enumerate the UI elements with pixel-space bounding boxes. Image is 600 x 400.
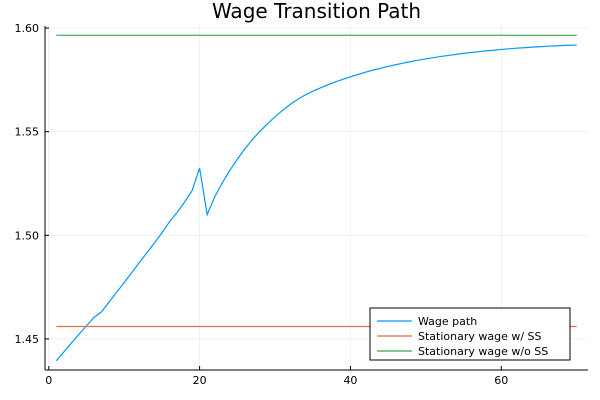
- axes: [44, 26, 588, 371]
- series-line-1: [55, 44, 577, 362]
- y-tick-label: 1.50: [15, 229, 40, 242]
- legend-label-2: Stationary wage w/ SS: [418, 330, 542, 343]
- x-tick-label: 20: [193, 374, 207, 387]
- tick-labels: 0 20 40 60 1.45 1.50 1.55 1.60: [15, 22, 509, 387]
- x-tick-label: 60: [494, 374, 508, 387]
- y-tick-label: 1.60: [15, 22, 40, 35]
- grid-lines: [45, 26, 588, 370]
- x-tick-label: 0: [45, 374, 52, 387]
- chart-title: Wage Transition Path: [212, 0, 421, 23]
- legend-label-3: Stationary wage w/o SS: [418, 345, 548, 358]
- y-tick-label: 1.45: [15, 333, 40, 346]
- legend-label-1: Wage path: [418, 315, 477, 328]
- y-tick-label: 1.55: [15, 126, 40, 139]
- x-tick-label: 40: [343, 374, 357, 387]
- legend: Wage path Stationary wage w/ SS Stationary…: [369, 307, 571, 361]
